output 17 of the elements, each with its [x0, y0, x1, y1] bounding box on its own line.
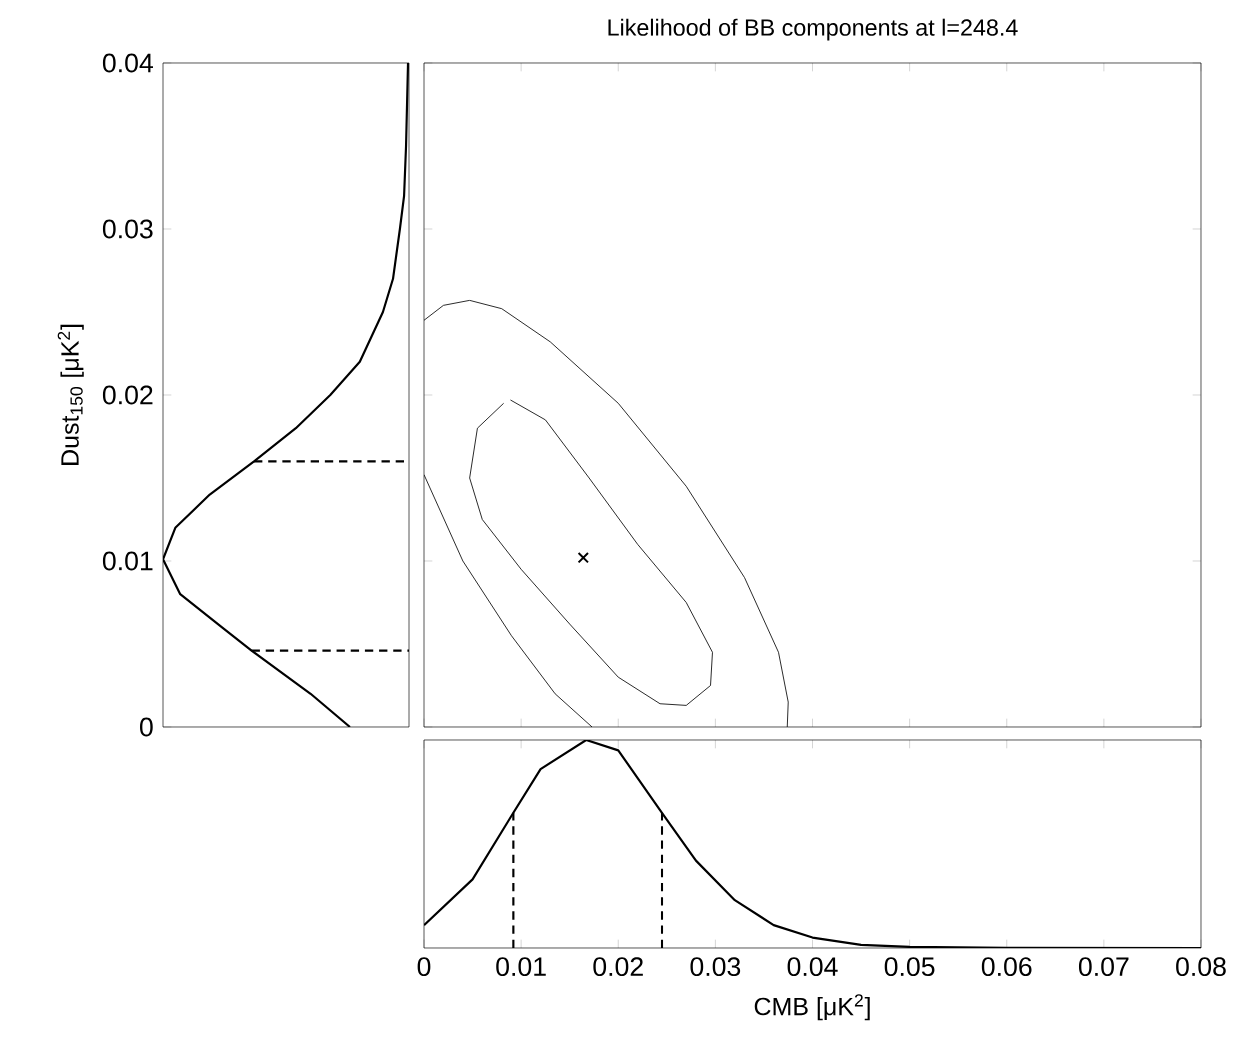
- x-tick-label: 0.03: [690, 957, 741, 977]
- x-axis-title: CMB [μK$^{2}$]: [754, 994, 870, 1021]
- y-tick-label: 0: [140, 717, 153, 737]
- y-tick-label: 0.01: [102, 551, 153, 571]
- x-tick-label: 0.07: [1078, 957, 1129, 977]
- x-tick-label: 0.04: [787, 957, 838, 977]
- y-tick-label: 0.02: [102, 385, 153, 405]
- x-tick-label: 0.06: [981, 957, 1032, 977]
- y-axis-title: Dust$_{150}$ [μK$^{2}$]: [57, 324, 84, 465]
- x-tick-label: 0.01: [496, 957, 546, 977]
- x-tick-label: 0.08: [1176, 957, 1226, 977]
- x-tick-label: 0: [417, 957, 431, 977]
- y-tick-label: 0.03: [102, 219, 153, 239]
- x-tick-label: 0.05: [884, 957, 935, 977]
- chart-title: Likelihood of BB components at l=248.4: [608, 18, 1018, 41]
- y-tick-label: 0.04: [102, 53, 153, 73]
- x-tick-label: 0.02: [593, 957, 643, 977]
